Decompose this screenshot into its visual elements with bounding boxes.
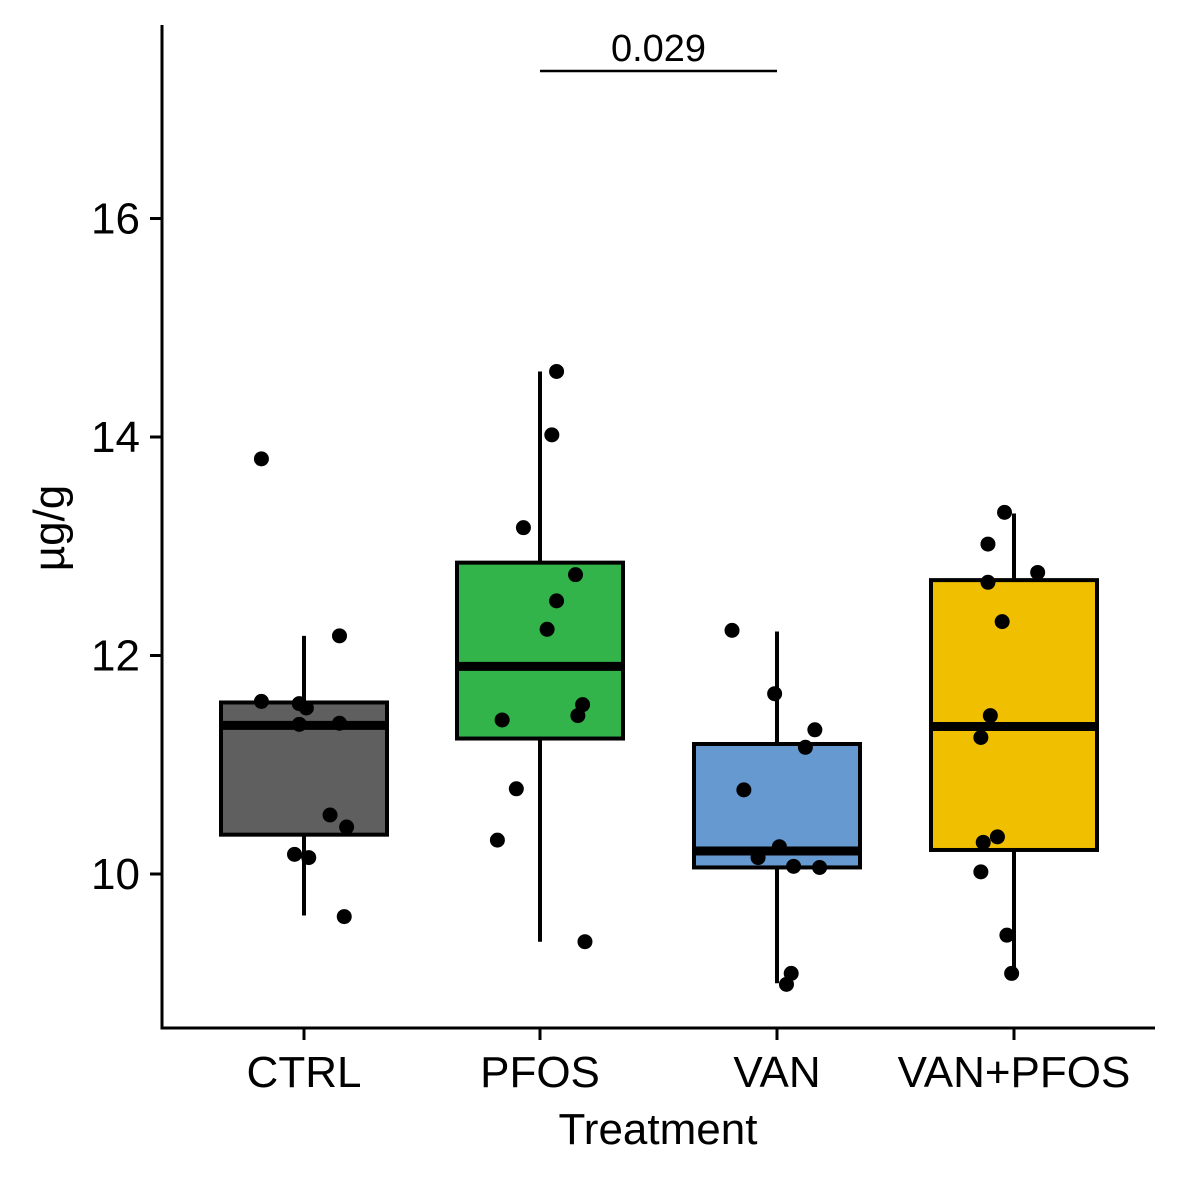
data-point-van [807,722,823,738]
data-point-pfos [544,427,560,443]
data-point-van [750,850,766,866]
box-van-pfos [929,578,1099,852]
x-tick-label-van-pfos: VAN+PFOS [898,1048,1131,1097]
data-point-ctrl [253,451,269,467]
data-point-pfos [549,593,565,609]
data-point-pfos [568,567,584,583]
data-point-pfos [489,832,505,848]
data-point-pfos [577,934,593,950]
data-point-van-pfos [975,834,991,850]
data-point-van [771,839,787,855]
data-point-van [736,782,752,798]
data-point-van-pfos [982,708,998,724]
axes-layer: CTRL PFOS VAN VAN+PFOS 10 12 14 16 [91,25,1155,1097]
data-point-van-pfos [1030,564,1046,580]
data-point-van-pfos [997,504,1013,520]
y-tick-label-16: 16 [91,195,140,244]
data-point-van-pfos [989,829,1005,845]
data-point-ctrl [339,819,355,835]
data-point-van [797,739,813,755]
data-point-ctrl [291,716,307,732]
points-layer [253,363,1046,992]
data-point-ctrl [253,693,269,709]
data-point-ctrl [298,700,314,716]
x-axis-title: Treatment [559,1105,758,1154]
data-point-ctrl [332,715,348,731]
data-point-van [778,976,794,992]
data-point-ctrl [287,846,303,862]
data-point-pfos [539,621,555,637]
box-pfos [455,560,625,741]
data-point-pfos [494,712,510,728]
data-point-van-pfos [994,614,1010,630]
data-point-pfos [508,781,524,797]
data-point-ctrl [322,807,338,823]
data-point-van-pfos [980,574,996,590]
significance-p-value: 0.029 [611,28,706,70]
data-point-pfos [515,520,531,536]
y-tick-label-12: 12 [91,632,140,681]
data-point-ctrl [332,628,348,644]
x-tick-label-ctrl: CTRL [247,1048,362,1097]
data-point-van-pfos [1004,965,1020,981]
annotation-layer: 0.029 [540,28,777,73]
y-axis-title: µg/g [25,485,74,572]
data-point-van-pfos [980,536,996,552]
data-point-van [767,686,783,702]
data-point-pfos [549,363,565,379]
data-point-pfos [570,708,586,724]
data-point-ctrl [301,850,317,866]
x-tick-label-van: VAN [733,1048,820,1097]
boxes-layer [219,371,1099,984]
y-tick-label-14: 14 [91,413,140,462]
data-point-van-pfos [999,927,1015,943]
data-point-van [786,858,802,874]
data-point-van-pfos [973,864,989,880]
x-tick-label-pfos: PFOS [480,1048,600,1097]
y-tick-label-10: 10 [91,850,140,899]
data-point-van [724,622,740,638]
data-point-van [812,859,828,875]
data-point-ctrl [336,909,352,925]
data-point-van-pfos [973,729,989,745]
